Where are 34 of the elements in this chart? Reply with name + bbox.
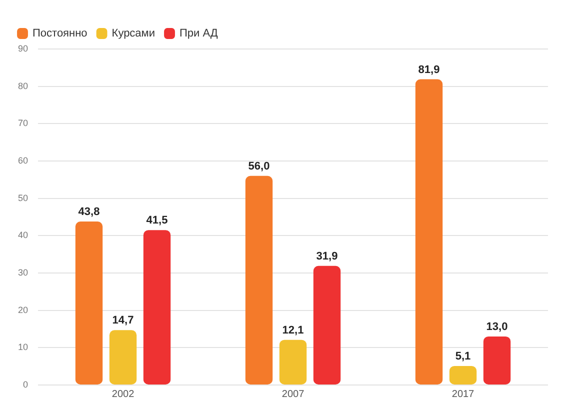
- y-tick-label: 80: [18, 80, 28, 91]
- legend-label: Курсами: [112, 28, 156, 40]
- data-label: 41,5: [146, 214, 168, 227]
- y-tick-label: 70: [18, 118, 28, 128]
- bar: [449, 366, 477, 384]
- data-label: 12,1: [282, 324, 304, 336]
- bar: [415, 79, 443, 384]
- data-label: 81,9: [418, 64, 440, 76]
- bar: [483, 336, 511, 384]
- bar: [109, 330, 137, 384]
- y-tick-label: 0: [22, 379, 28, 390]
- bar: [75, 221, 103, 384]
- bar: [279, 340, 307, 384]
- y-tick-label: 20: [18, 304, 28, 315]
- x-tick-label: 2007: [282, 388, 305, 400]
- y-tick-label: 10: [18, 342, 28, 352]
- data-label: 14,7: [112, 314, 134, 327]
- y-tick-label: 40: [18, 230, 28, 240]
- legend-label: При АД: [180, 28, 218, 40]
- data-label: 5,1: [455, 350, 471, 362]
- x-tick-label: 2002: [112, 388, 135, 400]
- data-label: 31,9: [316, 250, 338, 262]
- y-tick-label: 50: [18, 192, 28, 203]
- bar: [143, 230, 171, 384]
- bar: [313, 266, 341, 384]
- data-label: 56,0: [248, 160, 270, 172]
- y-tick-label: 30: [18, 267, 28, 278]
- y-tick-label: 60: [18, 155, 28, 166]
- y-tick-label: 90: [18, 43, 28, 54]
- data-label: 13,0: [486, 321, 508, 333]
- x-tick-label: 2017: [452, 388, 475, 400]
- bar: [245, 176, 273, 384]
- data-label: 43,8: [78, 206, 100, 218]
- legend-label: Постоянно: [32, 28, 88, 40]
